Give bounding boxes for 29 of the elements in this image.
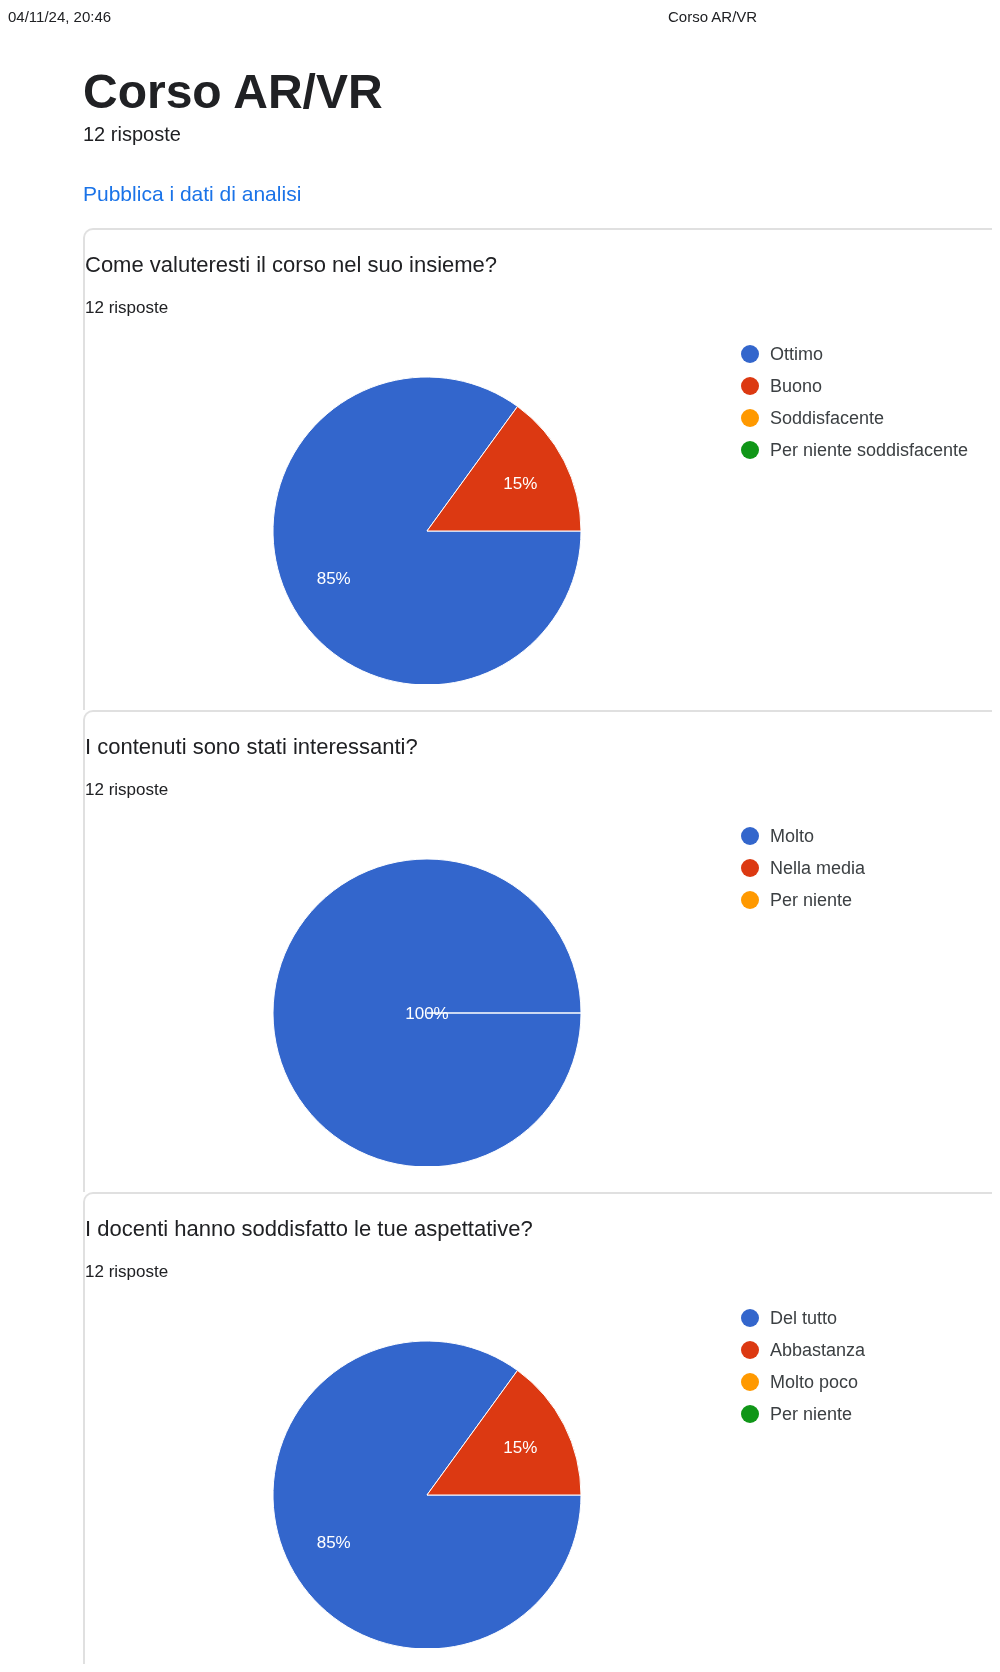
data-label: 100% — [405, 1003, 449, 1023]
data-label: 85% — [316, 1533, 351, 1553]
legend-label: Molto — [770, 825, 815, 847]
text: Corso AR/VR — [83, 64, 384, 119]
legend-label: Per niente soddisfacente — [770, 439, 969, 461]
legend-label: Abbastanza — [770, 1339, 866, 1361]
pie-slice — [272, 1340, 582, 1648]
text: 12 risposte — [85, 1262, 170, 1282]
chart-title: Come valuteresti il corso nel suo insieme? — [85, 252, 499, 278]
chart-title: I contenuti sono stati interessanti? — [85, 734, 419, 760]
legend-label: Del tutto — [770, 1307, 838, 1329]
legend-label: Per niente — [770, 1403, 853, 1425]
legend-label: Per niente — [770, 889, 853, 911]
data-label: 85% — [316, 569, 351, 589]
legend-label: Molto poco — [770, 1371, 859, 1393]
legend-label: Soddisfacente — [770, 407, 885, 429]
legend-label: Nella media — [770, 857, 866, 879]
text: 12 risposte — [85, 298, 170, 318]
text: Corso AR/VR — [668, 8, 758, 26]
legend-label: Ottimo — [770, 343, 824, 365]
text: 12 risposte — [83, 123, 182, 146]
text: 12 risposte — [85, 780, 170, 800]
data-label: 15% — [503, 1437, 538, 1457]
text: Pubblica i dati di analisi — [83, 182, 303, 207]
legend-label: Buono — [770, 375, 823, 397]
pie-slice — [272, 376, 582, 684]
text: 04/11/24, 20:46 — [8, 8, 113, 26]
data-label: 15% — [503, 473, 538, 493]
chart-title: I docenti hanno soddisfatto le tue aspettative? — [85, 1216, 534, 1242]
